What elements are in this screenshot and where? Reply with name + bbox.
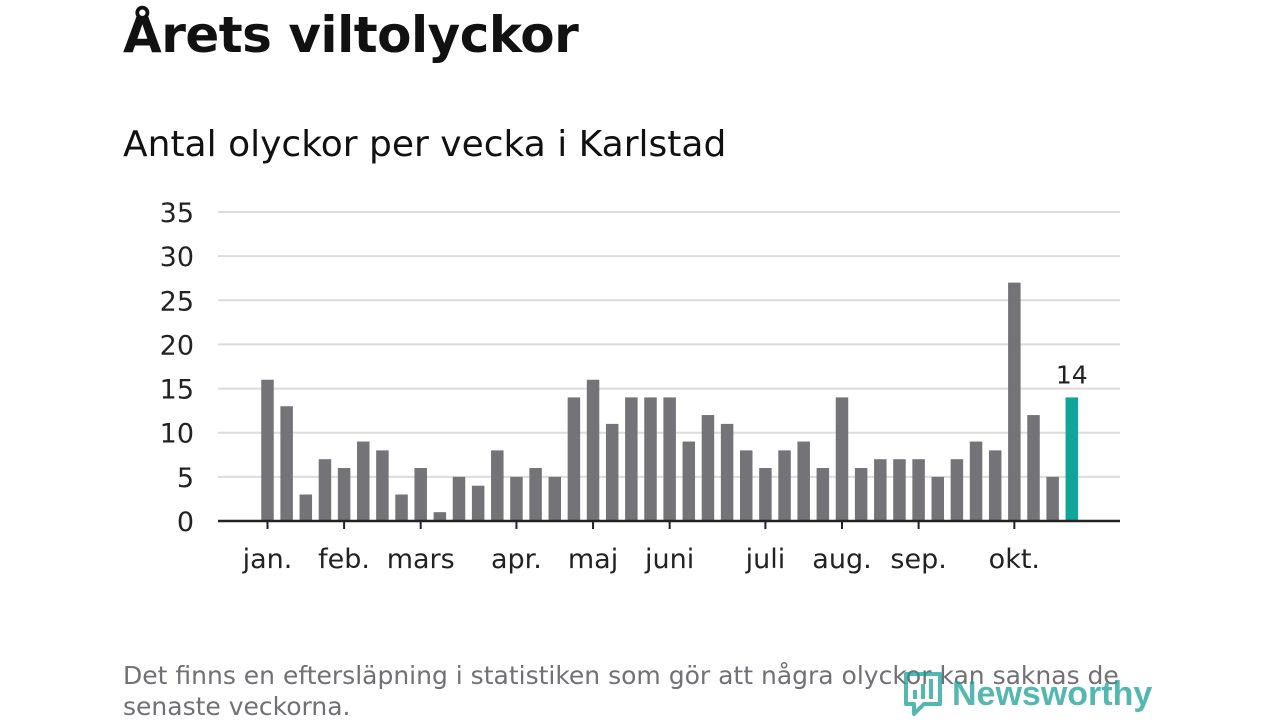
bar (625, 397, 638, 521)
x-tick-label: juli (745, 544, 786, 575)
bar (529, 468, 542, 521)
newsworthy-chart-icon (904, 672, 942, 716)
x-tick-label: jan. (242, 544, 293, 575)
y-tick-label: 30 (160, 242, 194, 273)
y-tick-label: 10 (160, 419, 194, 450)
bar (1008, 282, 1021, 521)
chart-subtitle: Antal olyckor per vecka i Karlstad (123, 124, 727, 165)
bar (261, 379, 274, 521)
x-tick-label: feb. (318, 544, 370, 575)
x-tick-label: okt. (989, 544, 1040, 575)
bar (471, 485, 485, 521)
bar (510, 476, 523, 521)
bar (280, 406, 293, 521)
bar (644, 397, 657, 521)
annotations: 14 (1056, 360, 1088, 389)
bar (931, 476, 944, 521)
x-tick-label: sep. (890, 544, 946, 575)
bar (452, 476, 466, 521)
y-axis-tick-labels: 0 5 10 15 20 25 30 35 (160, 198, 194, 538)
x-tick-label: juni (644, 544, 694, 575)
newsworthy-logo: Newsworthy (902, 670, 1152, 718)
bar (1046, 476, 1059, 521)
page-title: Årets viltolyckor (123, 6, 579, 64)
bar (816, 468, 830, 521)
bar (357, 441, 370, 521)
bar (874, 459, 887, 521)
bars (261, 282, 1079, 521)
bar (950, 459, 964, 521)
bar (318, 459, 332, 521)
bar (854, 468, 868, 521)
x-tick-label: aug. (812, 544, 871, 575)
bar (969, 441, 983, 521)
bar (682, 441, 696, 521)
bar (797, 441, 810, 521)
bar-highlighted (1065, 397, 1079, 521)
y-tick-label: 0 (177, 507, 194, 538)
y-tick-label: 20 (160, 330, 194, 361)
bar (433, 512, 447, 521)
bar (605, 423, 619, 521)
bar (778, 450, 791, 521)
y-tick-label: 15 (160, 375, 194, 406)
bar (759, 468, 772, 521)
bar (1027, 415, 1040, 521)
data-label: 14 (1056, 360, 1088, 389)
bar (701, 415, 715, 521)
bar (395, 494, 408, 521)
bar (376, 450, 389, 521)
bar (491, 450, 504, 521)
x-tick-label: maj (568, 544, 618, 575)
bar (414, 468, 427, 521)
logo-text: Newsworthy (952, 674, 1153, 713)
bar (720, 423, 734, 521)
footnote: Det finns en eftersläpning i statistiken… (123, 661, 1119, 720)
bar (663, 397, 676, 521)
x-axis-tick-labels: jan. feb. mars apr. maj juni juli aug. sep. okt. (242, 544, 1040, 575)
bar (299, 494, 313, 521)
bar-chart: 0 5 10 15 20 25 30 35 jan. feb. mars apr. maj juni ju… (160, 198, 1120, 575)
bar (337, 468, 351, 521)
x-tick-label: apr. (491, 544, 542, 575)
bar (835, 397, 849, 521)
bar (740, 450, 753, 521)
y-tick-label: 5 (177, 463, 194, 494)
y-tick-label: 25 (160, 286, 194, 317)
bar (548, 476, 561, 521)
bar (912, 459, 925, 521)
bar (567, 397, 581, 521)
x-axis (218, 519, 1120, 529)
bar (988, 450, 1002, 521)
bar (893, 459, 906, 521)
x-tick-label: mars (387, 544, 455, 575)
bar (586, 379, 600, 521)
y-tick-label: 35 (160, 198, 194, 229)
